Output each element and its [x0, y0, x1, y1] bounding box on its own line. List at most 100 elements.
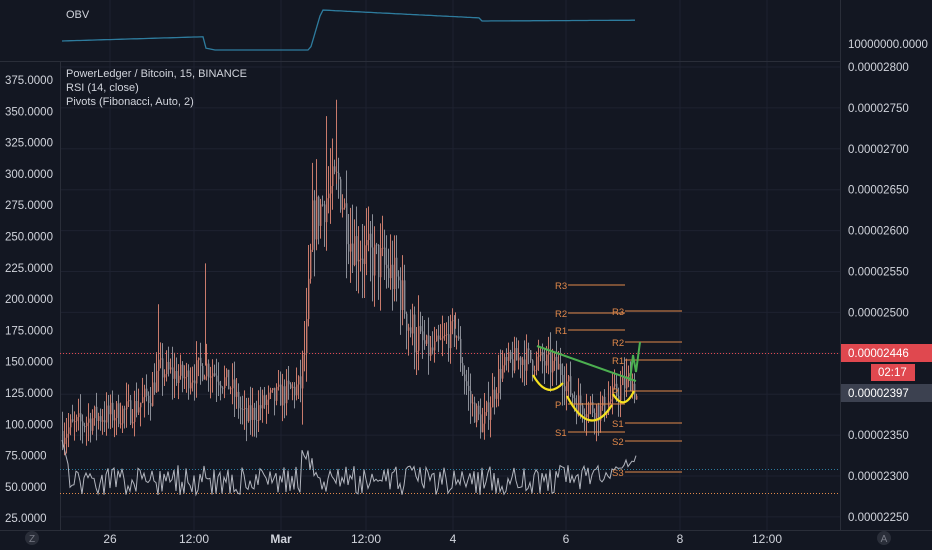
right-axis-tick: 0.00002550	[848, 267, 909, 279]
candle-body	[262, 395, 264, 409]
candle-body	[412, 314, 414, 334]
candle-body	[482, 423, 484, 433]
candle-body	[492, 389, 494, 408]
candle-body	[320, 204, 322, 226]
auto-scale-button-bg[interactable]	[877, 531, 891, 545]
candle-body	[218, 381, 220, 386]
candle-body	[462, 363, 464, 375]
candle-body	[162, 358, 164, 378]
candle-body	[440, 338, 442, 340]
candle-body	[136, 400, 138, 413]
time-axis-label: 12:00	[752, 532, 782, 546]
candle-body	[548, 352, 550, 355]
pivot-label: R2	[612, 338, 624, 349]
candle-body	[330, 186, 332, 194]
candle-body	[226, 369, 228, 378]
candle-body	[374, 244, 376, 276]
candle-body	[564, 386, 566, 392]
auto-scale-button[interactable]: A	[877, 531, 891, 545]
candle-body	[70, 419, 72, 428]
candle-body	[112, 402, 114, 421]
candle-body	[460, 338, 462, 364]
candle-body	[268, 392, 270, 400]
candle-body	[342, 207, 344, 210]
right-axis-tick: 0.00002250	[848, 512, 909, 524]
left-axis-tick: 200.0000	[5, 294, 53, 306]
candle-body	[126, 401, 128, 410]
candle-body	[174, 371, 176, 379]
candle-body	[594, 412, 596, 422]
candle-body	[208, 363, 210, 378]
candle-body	[418, 326, 420, 351]
candle-body	[172, 367, 174, 379]
candle-body	[254, 407, 256, 420]
candle-body	[72, 419, 74, 422]
candle-body	[98, 416, 100, 421]
candle-body	[496, 393, 498, 399]
candle-body	[574, 398, 576, 404]
right-shoulder-curve[interactable]	[612, 390, 635, 404]
candle-body	[540, 351, 542, 356]
left-axis-tick: 75.0000	[5, 451, 47, 463]
candle-body	[416, 350, 418, 353]
candle-body	[76, 417, 78, 422]
candle-body	[154, 382, 156, 393]
right-axis-tick: 0.00002650	[848, 185, 909, 197]
obv-pane: OBV 10000000.0000	[0, 9, 928, 62]
chart-legend: PowerLedger / Bitcoin, 15, BINANCE RSI (…	[66, 68, 247, 108]
candle-body	[142, 397, 144, 403]
zoom-button-bg[interactable]	[25, 531, 39, 545]
candle-body	[102, 420, 104, 422]
candle-body	[66, 433, 68, 438]
candle-body	[626, 376, 628, 389]
candle-body	[204, 376, 206, 380]
pivot-label: R1	[612, 356, 624, 367]
candle-body	[298, 376, 300, 385]
left-shoulder-curve[interactable]	[532, 374, 564, 391]
candle-body	[612, 386, 614, 400]
head-curve[interactable]	[566, 395, 613, 422]
candle-body	[264, 395, 266, 406]
candle-body	[272, 388, 274, 391]
candle-body	[442, 336, 444, 339]
candle-body	[580, 395, 582, 406]
time-axis[interactable]: 26 12:00 Mar 12:00 4 6 8 12:00	[103, 532, 782, 546]
candle-body	[210, 376, 212, 378]
candle-body	[256, 419, 258, 421]
left-axis-tick: 50.0000	[5, 482, 47, 494]
left-price-axis[interactable]: 375.0000 350.0000 325.0000 300.0000 275.0000…	[5, 75, 53, 525]
left-axis-tick: 100.0000	[5, 419, 53, 431]
user-drawings[interactable]	[532, 341, 641, 422]
candle-body	[92, 418, 94, 431]
candle-body	[312, 200, 314, 250]
grid-lines	[60, 0, 840, 530]
candle-body	[224, 377, 226, 389]
trendline-green[interactable]	[536, 345, 637, 382]
pivot-label: S1	[612, 419, 624, 430]
candle-body	[542, 351, 544, 362]
candle-body	[280, 384, 282, 406]
candle-body	[394, 257, 396, 289]
candle-body	[554, 356, 556, 361]
candle-body	[552, 360, 554, 373]
candle-body	[78, 413, 80, 418]
candle-body	[618, 396, 620, 401]
zoom-button[interactable]: Z	[25, 531, 39, 545]
candle-body	[302, 354, 304, 389]
candle-body	[344, 203, 346, 208]
candle-body	[134, 400, 136, 422]
breakout-arrow-green[interactable]	[629, 341, 641, 382]
candle-body	[130, 400, 132, 424]
candle-body	[562, 374, 564, 387]
candle-body	[248, 405, 250, 422]
candle-body	[516, 348, 518, 361]
candle-body	[306, 318, 308, 354]
left-axis-tick: 25.0000	[5, 513, 47, 525]
candle-body	[196, 360, 198, 384]
candle-body	[506, 357, 508, 361]
countdown-tag: 02:17	[871, 364, 915, 381]
candle-body	[104, 420, 106, 423]
candle-body	[328, 193, 330, 199]
candle-body	[444, 334, 446, 337]
candle-body	[132, 421, 134, 424]
